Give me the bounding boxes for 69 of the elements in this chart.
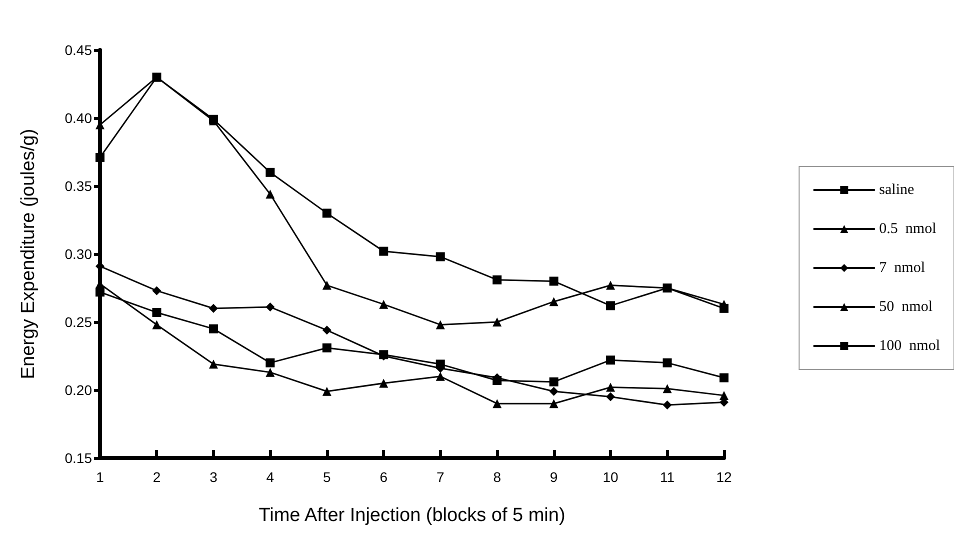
point (322, 208, 332, 218)
y-tick-label: 0.15 (64, 450, 92, 466)
point (549, 377, 558, 386)
y-tick-label: 0.20 (64, 382, 92, 398)
point (379, 378, 388, 388)
y-tick-label: 0.25 (64, 314, 92, 330)
legend-label: 7 nmol (879, 260, 926, 276)
point (266, 368, 275, 377)
y-axis-title: Energy Expenditure (joules/g) (18, 128, 39, 380)
point (379, 246, 388, 256)
point (549, 276, 558, 286)
x-tick-label: 5 (323, 469, 332, 485)
x-axis-title: Time After Injection (blocks of 5 min) (258, 505, 566, 526)
point (152, 286, 162, 296)
y-tick-label: 0.30 (64, 246, 92, 262)
point (152, 320, 162, 330)
point (266, 302, 275, 312)
point (322, 280, 332, 290)
point (662, 384, 672, 394)
legend-label: saline (879, 182, 914, 198)
x-tick-label: 11 (660, 469, 675, 485)
point (662, 358, 672, 368)
point (492, 318, 502, 326)
point (266, 168, 275, 177)
x-tick-label: 1 (96, 469, 104, 485)
point (266, 358, 275, 368)
point (152, 308, 162, 317)
x-tick-label: 9 (550, 469, 558, 485)
point (208, 304, 218, 313)
legend-label: 0.5 nmol (879, 221, 936, 237)
point (436, 372, 445, 381)
y-tick-label: 0.35 (64, 178, 92, 194)
point (549, 297, 558, 306)
point (492, 275, 502, 284)
x-tick-label: 8 (493, 469, 502, 485)
point (720, 373, 728, 382)
point (379, 300, 388, 309)
point (720, 304, 728, 313)
x-tick-label: 12 (716, 469, 732, 485)
x-tick-label: 7 (436, 469, 444, 485)
point (606, 392, 616, 402)
point (436, 320, 445, 330)
point (322, 386, 332, 396)
point (96, 152, 104, 162)
legend-label: 100 nmol (879, 338, 940, 354)
x-tick-label: 6 (380, 469, 388, 485)
point (266, 190, 275, 199)
point (606, 301, 616, 310)
point (208, 360, 218, 369)
legend-label: 50 nmol (879, 299, 933, 315)
y-tick-label: 0.40 (64, 110, 92, 126)
point (322, 326, 332, 335)
point (322, 343, 332, 352)
x-tick-label: 4 (266, 469, 274, 485)
y-tick-label: 0.45 (64, 42, 92, 58)
point (492, 399, 502, 408)
point (662, 284, 672, 292)
x-tick-label: 3 (210, 469, 218, 485)
point (606, 280, 616, 290)
point (549, 399, 558, 408)
point (208, 324, 218, 334)
x-tick-label: 10 (602, 469, 619, 485)
point (549, 386, 558, 396)
point (720, 390, 728, 400)
point (606, 356, 616, 365)
point (436, 252, 445, 262)
x-tick-label: 2 (152, 469, 161, 485)
point (662, 400, 672, 410)
point (606, 382, 616, 392)
